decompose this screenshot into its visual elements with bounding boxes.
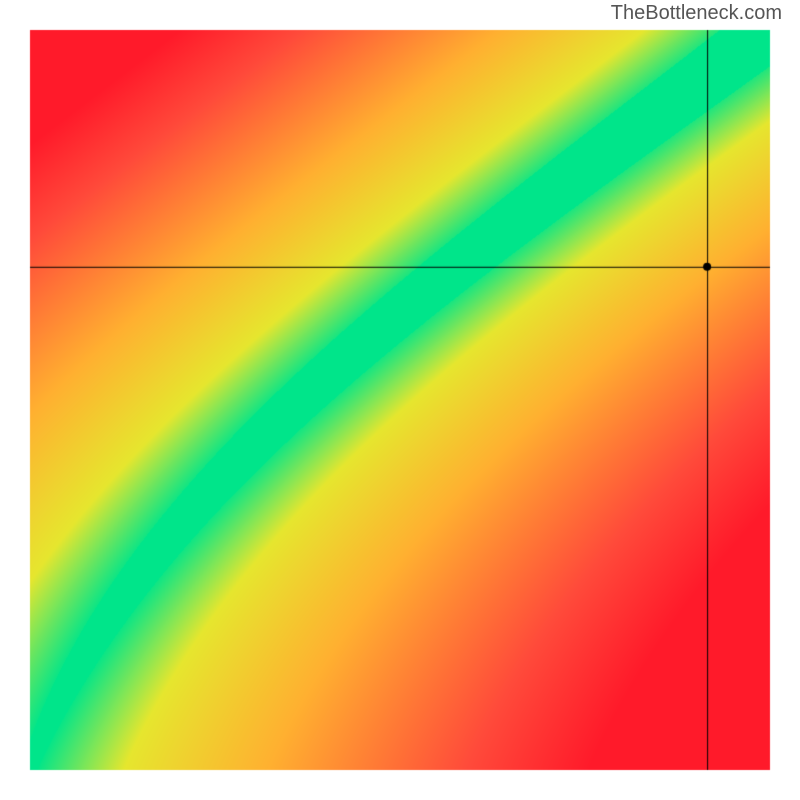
bottleneck-heatmap [0, 0, 800, 800]
chart-container: TheBottleneck.com [0, 0, 800, 800]
watermark-text: TheBottleneck.com [611, 2, 782, 25]
